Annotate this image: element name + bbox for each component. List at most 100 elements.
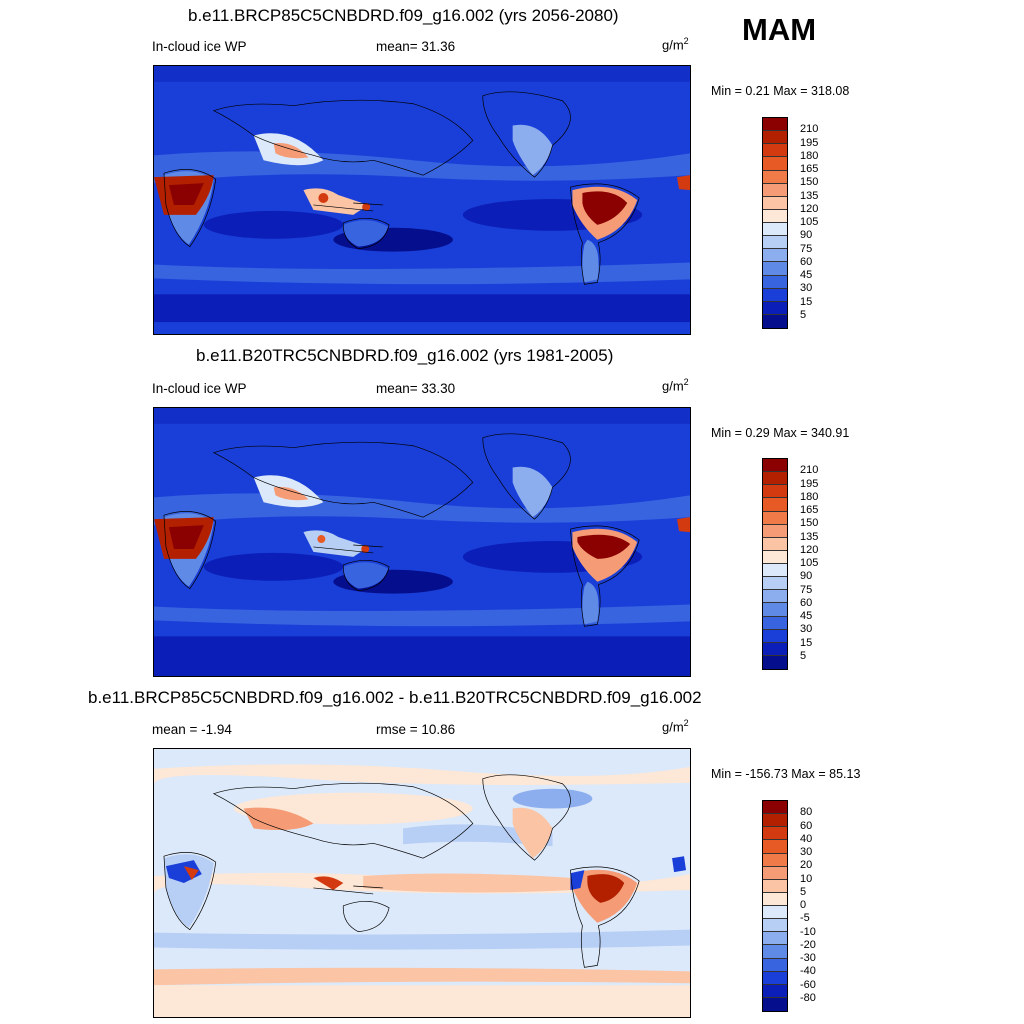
colorbar-tick-label: 210 <box>800 464 819 477</box>
colorbar-swatch <box>763 919 787 933</box>
colorbar-swatch <box>763 603 787 617</box>
colorbar-swatch <box>763 945 787 959</box>
colorbar-swatch <box>763 288 787 302</box>
panel-2-colorbar <box>762 458 788 670</box>
colorbar-tick-label: 75 <box>800 583 813 596</box>
colorbar-swatch <box>763 629 787 643</box>
colorbar-swatch <box>763 590 787 604</box>
colorbar-tick-label: 15 <box>800 295 813 308</box>
colorbar-swatch <box>763 223 787 237</box>
colorbar-swatch <box>763 879 787 893</box>
colorbar-swatch <box>763 642 787 656</box>
colorbar-swatch <box>763 537 787 551</box>
panel-3-colorbar <box>762 800 788 1012</box>
colorbar-swatch <box>763 157 787 171</box>
colorbar-tick-label: -5 <box>800 912 810 925</box>
colorbar-swatch <box>763 840 787 854</box>
colorbar-swatch <box>763 144 787 158</box>
colorbar-tick-label: 60 <box>800 596 813 609</box>
colorbar-tick-label: 75 <box>800 242 813 255</box>
colorbar-tick-label: 105 <box>800 216 819 228</box>
colorbar-tick-label: -30 <box>800 952 816 964</box>
colorbar-tick-label: 30 <box>800 623 813 636</box>
colorbar-swatch <box>763 892 787 906</box>
colorbar-tick-label: 150 <box>800 517 819 530</box>
colorbar-tick-label: 80 <box>800 806 813 819</box>
colorbar-swatch <box>763 866 787 880</box>
colorbar-tick-label: 30 <box>800 846 813 858</box>
colorbar-tick-label: 150 <box>800 176 819 189</box>
panel-2-minmax: Min = 0.29 Max = 340.91 <box>711 426 850 440</box>
colorbar-swatch <box>763 550 787 564</box>
colorbar-tick-label: 20 <box>800 859 813 872</box>
colorbar-tick-label: 165 <box>800 504 819 516</box>
panel-2-variable-label: In-cloud ice WP <box>152 381 247 396</box>
colorbar-swatch <box>763 616 787 630</box>
season-label: MAM <box>742 12 817 47</box>
colorbar-swatch <box>763 958 787 972</box>
colorbar-swatch <box>763 577 787 591</box>
colorbar-tick-label: 5 <box>800 649 807 662</box>
colorbar-swatch <box>763 971 787 985</box>
colorbar-swatch <box>763 472 787 486</box>
colorbar-tick-label: 5 <box>800 308 807 321</box>
colorbar-tick-label: 45 <box>800 269 813 281</box>
colorbar-swatch <box>763 459 787 473</box>
colorbar-tick-label: 120 <box>800 543 819 556</box>
panel-3-map <box>153 748 691 1018</box>
colorbar-swatch <box>763 498 787 512</box>
colorbar-tick-label: 180 <box>800 149 819 162</box>
colorbar-tick-label: -40 <box>800 965 816 978</box>
colorbar-tick-label: 0 <box>800 899 807 911</box>
colorbar-tick-label: 10 <box>800 872 813 885</box>
colorbar-swatch <box>763 984 787 998</box>
colorbar-swatch <box>763 183 787 197</box>
colorbar-swatch <box>763 511 787 525</box>
colorbar-swatch <box>763 564 787 578</box>
colorbar-tick-label: -10 <box>800 925 816 938</box>
colorbar-swatch <box>763 209 787 223</box>
panel-1-title: b.e11.BRCP85C5CNBDRD.f09_g16.002 (yrs 20… <box>188 6 619 25</box>
colorbar-tick-label: 90 <box>800 229 813 242</box>
panel-1-mean-label: mean= 31.36 <box>376 39 456 54</box>
panel-2-mean-label: mean= 33.30 <box>376 381 456 396</box>
panel-1-minmax: Min = 0.21 Max = 318.08 <box>711 84 850 98</box>
colorbar-swatch <box>763 932 787 946</box>
panel-3-mean-label: mean = -1.94 <box>152 722 232 737</box>
colorbar-swatch <box>763 906 787 920</box>
panel-2-title: b.e11.B20TRC5CNBDRD.f09_g16.002 (yrs 198… <box>196 346 614 365</box>
colorbar-swatch <box>763 524 787 538</box>
colorbar-swatch <box>763 275 787 289</box>
panel-2-units: g/m2 <box>662 377 689 394</box>
colorbar-swatch <box>763 814 787 828</box>
panel-3-minmax: Min = -156.73 Max = 85.13 <box>711 767 861 781</box>
colorbar-swatch <box>763 827 787 841</box>
colorbar-tick-label: 60 <box>800 819 813 832</box>
panel-1-colorbar <box>762 117 788 329</box>
colorbar-tick-label: 120 <box>800 202 819 215</box>
colorbar-swatch <box>763 801 787 815</box>
panel-3-title: b.e11.BRCP85C5CNBDRD.f09_g16.002 - b.e11… <box>88 688 702 707</box>
colorbar-tick-label: 195 <box>800 477 819 490</box>
colorbar-swatch <box>763 170 787 184</box>
colorbar-tick-label: 30 <box>800 282 813 295</box>
panel-1-map <box>153 65 691 335</box>
colorbar-swatch <box>763 262 787 276</box>
colorbar-tick-label: 60 <box>800 255 813 268</box>
colorbar-tick-label: 195 <box>800 136 819 149</box>
colorbar-tick-label: 180 <box>800 490 819 503</box>
colorbar-tick-label: -80 <box>800 991 816 1004</box>
colorbar-tick-label: 90 <box>800 570 813 583</box>
colorbar-swatch <box>763 131 787 145</box>
panel-1-units: g/m2 <box>662 36 689 53</box>
colorbar-swatch <box>763 314 787 328</box>
colorbar-tick-label: 210 <box>800 123 819 136</box>
panel-2-map <box>153 407 691 677</box>
colorbar-tick-label: 135 <box>800 189 819 202</box>
panel-3-units: g/m2 <box>662 718 689 735</box>
colorbar-swatch <box>763 236 787 250</box>
colorbar-swatch <box>763 249 787 263</box>
colorbar-swatch <box>763 118 787 132</box>
colorbar-tick-label: -20 <box>800 938 816 951</box>
colorbar-swatch <box>763 196 787 210</box>
